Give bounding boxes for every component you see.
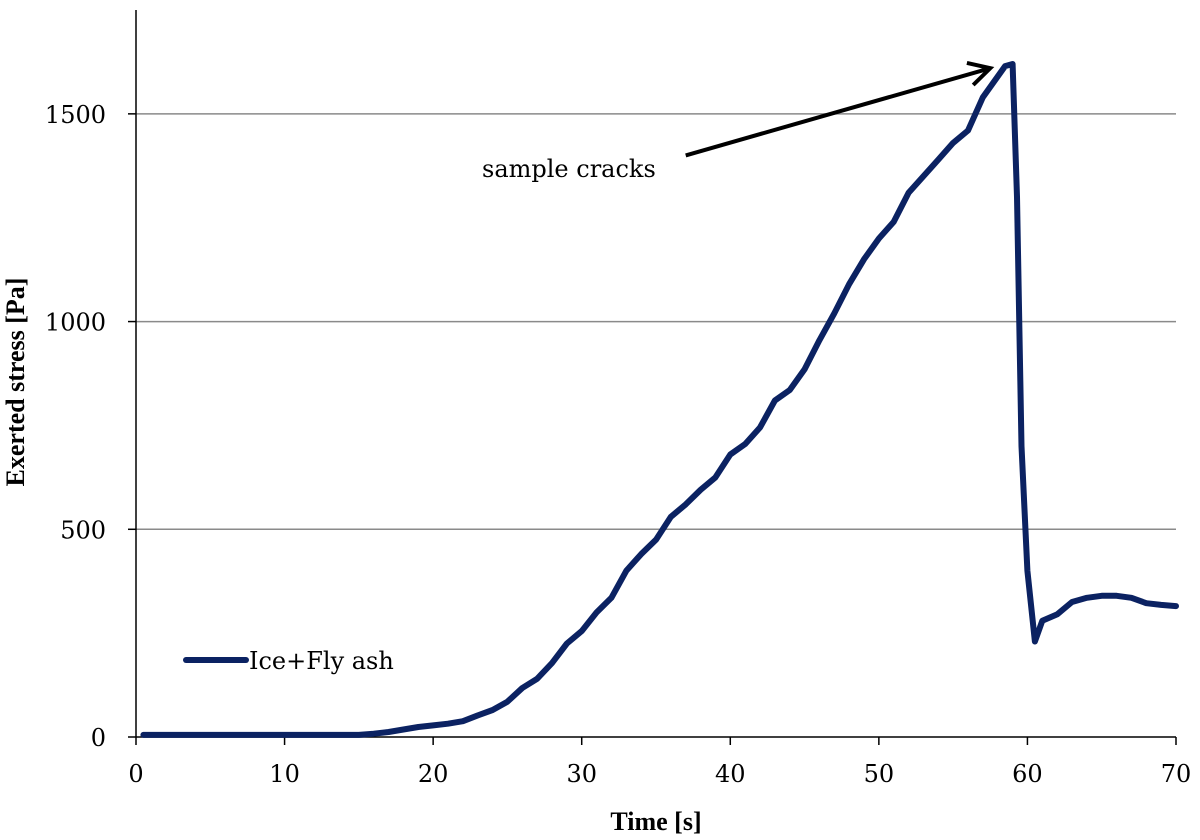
x-tick-label: 60 [1012, 760, 1043, 788]
x-tick-label: 40 [715, 760, 746, 788]
x-tick-label: 30 [566, 760, 597, 788]
annotation-text: sample cracks [482, 155, 656, 183]
y-tick-label: 500 [60, 516, 106, 544]
annotation-arrowhead [966, 60, 995, 87]
x-tick-label: 0 [128, 760, 143, 788]
legend: Ice+Fly ash [183, 647, 394, 675]
y-axis-title: Exerted stress [Pa] [1, 278, 30, 487]
x-tick-label: 70 [1161, 760, 1192, 788]
x-tick-label: 20 [418, 760, 449, 788]
x-tick-label: 10 [269, 760, 300, 788]
series-line-ice-fly-ash [140, 61, 1179, 738]
legend-label: Ice+Fly ash [249, 647, 394, 675]
x-tick-label: 50 [864, 760, 895, 788]
x-axis-ticks: 0 10 20 30 40 50 60 70 [128, 737, 1191, 788]
annotation-arrow [685, 66, 991, 158]
annotation: sample cracks [482, 60, 995, 183]
y-axis-ticks: 0 500 1000 1500 [45, 101, 136, 752]
y-tick-label: 1000 [45, 309, 106, 337]
y-tick-label: 1500 [45, 101, 106, 129]
y-tick-label: 0 [91, 724, 106, 752]
gridlines [136, 113, 1176, 531]
x-axis-title: Time [s] [610, 807, 701, 836]
